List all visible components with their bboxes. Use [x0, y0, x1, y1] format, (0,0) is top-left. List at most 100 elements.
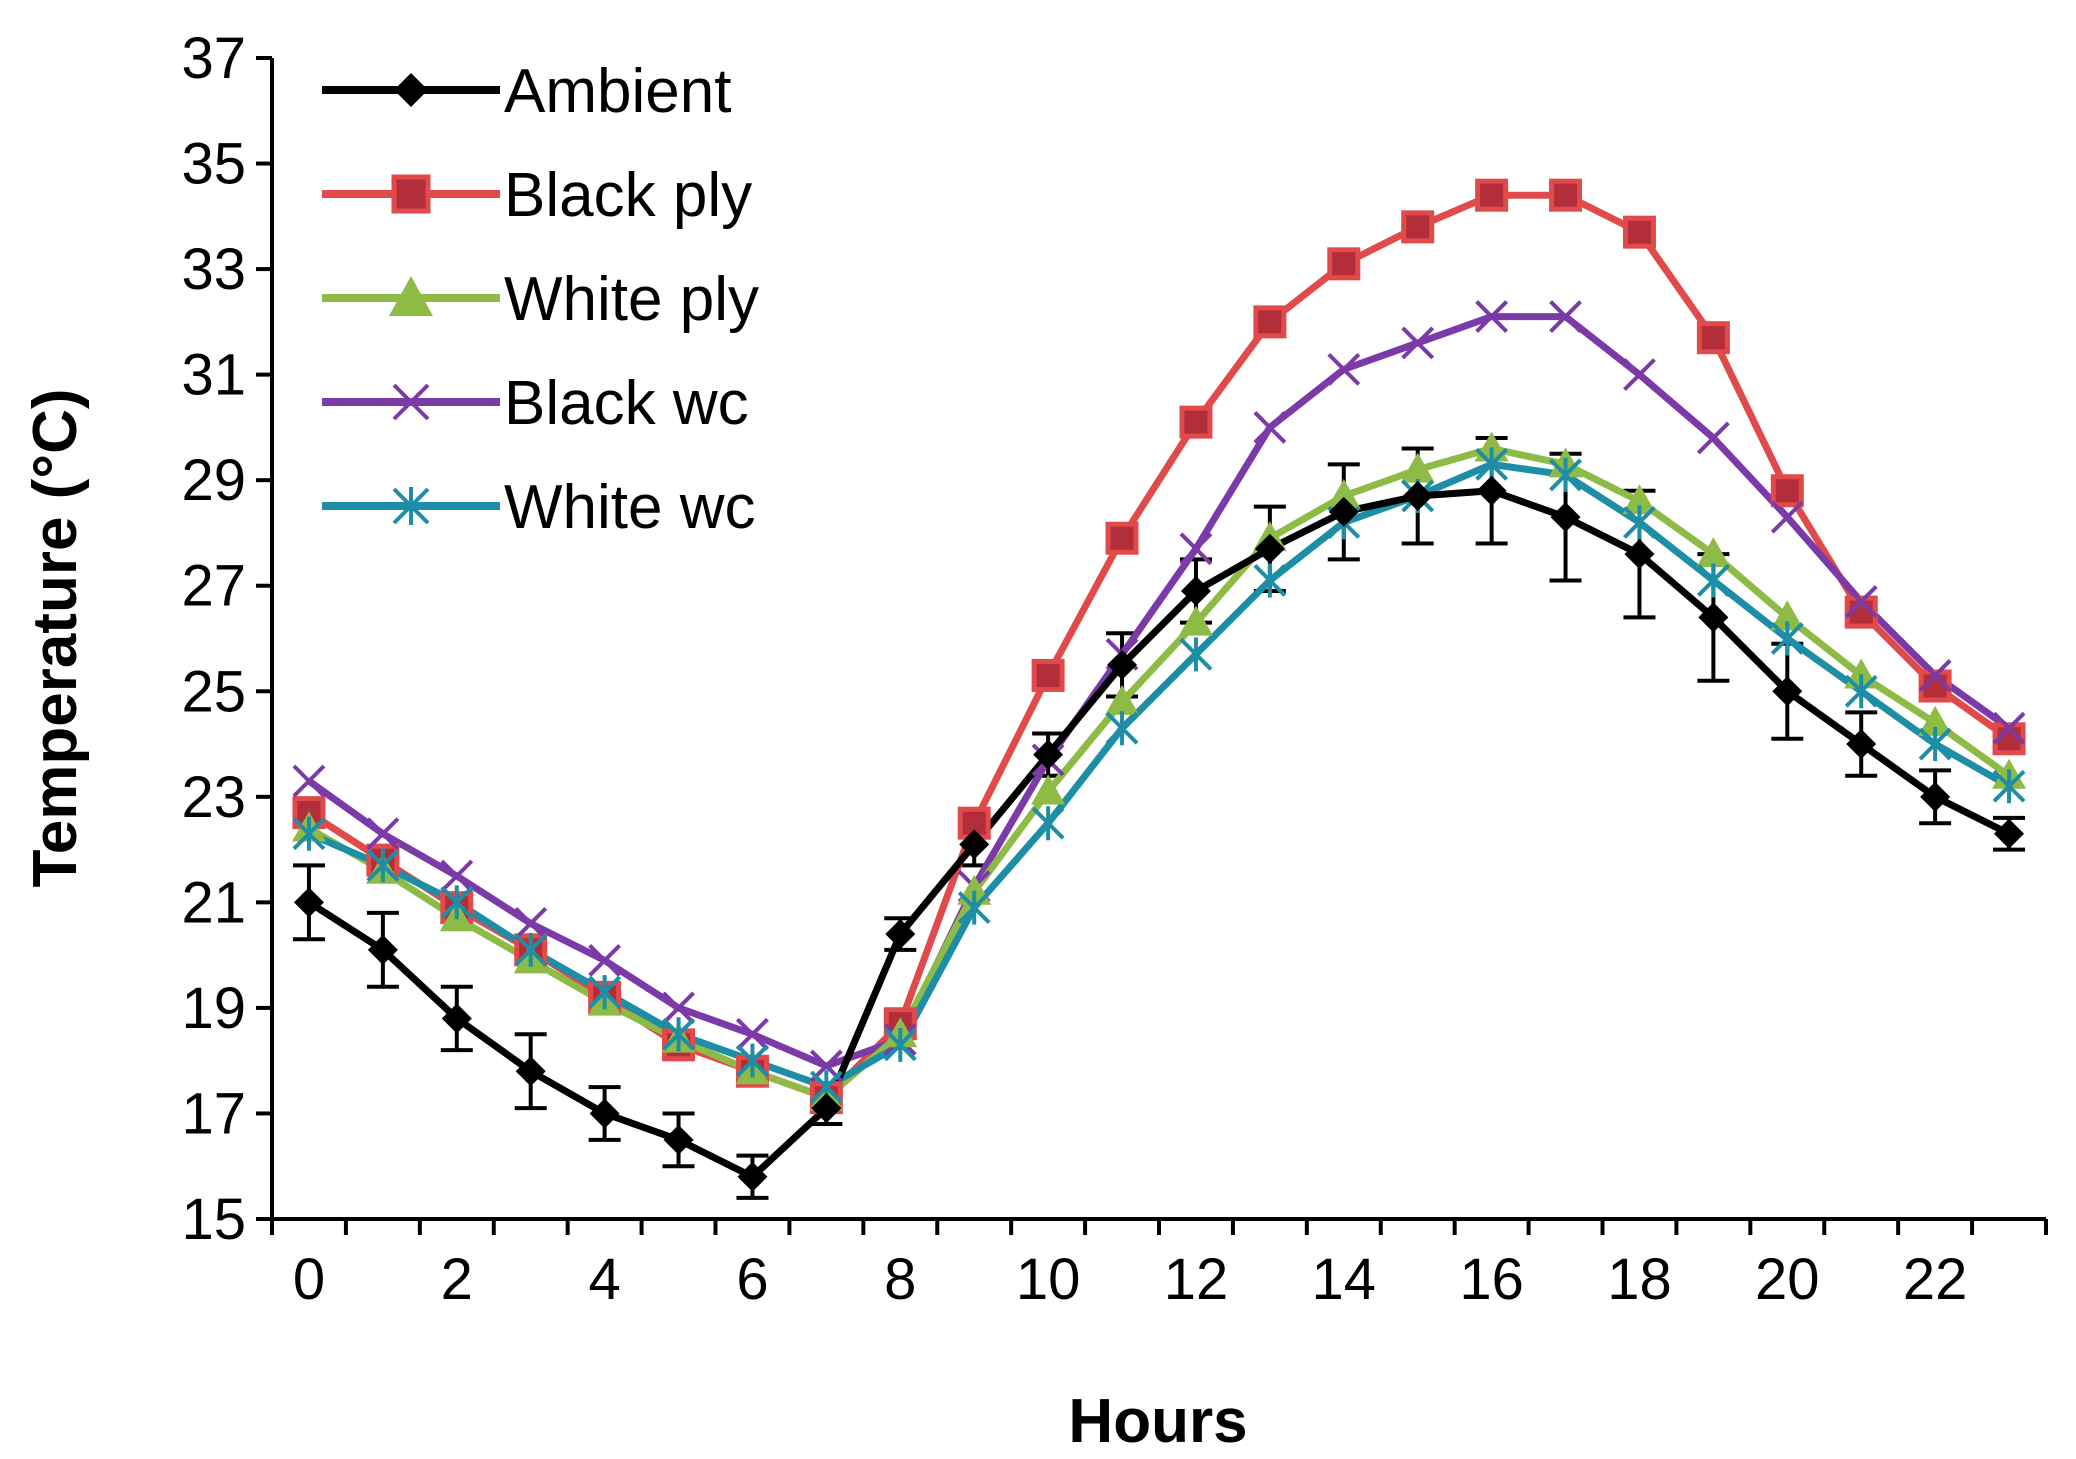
x-tick-label: 2 — [441, 1247, 473, 1312]
x-tick-label: 0 — [293, 1247, 325, 1312]
data-point-3-shape — [1992, 711, 2026, 745]
data-point-4-shape — [1475, 447, 1509, 482]
y-tick-label: 27 — [181, 554, 246, 619]
y-tick-label: 33 — [181, 237, 246, 302]
data-point-4 — [1549, 457, 1582, 492]
data-point-4-shape — [292, 816, 326, 851]
data-point-0 — [1772, 676, 1803, 707]
legend-item: White wc — [322, 473, 755, 542]
data-point-3 — [366, 817, 400, 851]
data-point-2 — [1622, 484, 1657, 515]
legend-marker-shape — [394, 73, 428, 107]
data-point-0 — [663, 1124, 694, 1155]
data-point-1 — [1770, 474, 1804, 508]
data-point-0 — [1846, 729, 1877, 760]
data-point-4 — [957, 890, 991, 925]
data-point-0-shape — [1402, 481, 1433, 512]
series-line-0 — [307, 487, 2011, 1181]
data-point-0-shape — [885, 919, 916, 950]
data-point-4-shape — [1623, 505, 1656, 540]
data-point-4-shape — [1992, 769, 2026, 804]
legend-label: Black wc — [504, 369, 749, 438]
data-point-1-shape — [1253, 305, 1287, 339]
data-point-0 — [811, 1093, 842, 1124]
legend-marker — [394, 73, 428, 107]
data-point-0 — [367, 934, 398, 965]
data-point-3 — [1253, 410, 1287, 444]
data-point-4-shape — [1844, 674, 1878, 709]
data-point-0-shape — [1698, 602, 1729, 633]
data-point-2 — [1696, 537, 1731, 568]
data-point-1 — [1327, 247, 1361, 281]
data-point-2-shape — [1918, 705, 1953, 736]
data-point-4 — [292, 816, 326, 851]
data-point-3 — [1844, 585, 1878, 618]
data-point-0 — [1254, 533, 1285, 564]
data-point-0-shape — [1033, 739, 1064, 770]
data-point-1 — [1105, 521, 1139, 555]
data-point-4-shape — [1770, 621, 1804, 656]
data-point-2 — [1105, 684, 1140, 715]
data-point-3 — [292, 764, 326, 798]
data-point-4-shape — [1253, 563, 1287, 598]
axes — [270, 58, 2046, 1221]
data-point-1 — [1401, 210, 1435, 244]
data-point-1-shape — [1401, 210, 1435, 244]
data-point-4-shape — [957, 890, 991, 925]
data-point-3-shape — [1623, 358, 1656, 392]
data-point-4-shape — [1031, 806, 1065, 841]
data-point-3-shape — [588, 943, 622, 977]
data-point-0-shape — [811, 1093, 842, 1124]
data-point-4-shape — [1179, 637, 1213, 672]
x-tick-label: 8 — [884, 1247, 916, 1312]
x-tick-label: 10 — [1016, 1247, 1081, 1312]
data-point-1 — [1475, 178, 1509, 212]
data-point-4 — [1031, 806, 1065, 841]
legend-label: White wc — [504, 473, 755, 542]
data-point-4-shape — [662, 1017, 695, 1052]
data-point-1 — [1549, 178, 1583, 212]
data-point-1-shape — [1327, 247, 1361, 281]
data-point-0 — [1107, 649, 1138, 680]
x-axis-title: Hours — [1068, 1387, 1247, 1456]
legend-item: Black wc — [322, 369, 749, 438]
legend-label: White ply — [504, 265, 759, 334]
data-point-3 — [662, 991, 695, 1025]
data-point-0-shape — [589, 1098, 620, 1129]
legend-marker-shape — [392, 487, 430, 525]
x-tick-label: 20 — [1755, 1247, 1820, 1312]
data-point-0 — [1328, 496, 1359, 527]
data-point-4-shape — [366, 848, 400, 883]
data-point-3-shape — [662, 991, 695, 1025]
data-point-0 — [737, 1161, 768, 1192]
legend-marker-shape — [389, 276, 433, 316]
data-point-4-shape — [1105, 711, 1139, 746]
data-point-4 — [440, 885, 474, 920]
legend-label: Ambient — [504, 57, 731, 126]
y-tick-label: 19 — [181, 976, 246, 1041]
data-point-0 — [959, 829, 990, 860]
data-point-3-shape — [514, 907, 548, 940]
data-point-3-shape — [1844, 585, 1878, 618]
x-tick-label: 14 — [1312, 1247, 1377, 1312]
data-point-1-shape — [1105, 521, 1139, 555]
data-point-3-shape — [1179, 532, 1213, 566]
data-point-1-shape — [1696, 321, 1730, 355]
data-point-4 — [1105, 711, 1139, 746]
data-point-2-shape — [1400, 452, 1435, 483]
data-point-1-shape — [1179, 405, 1213, 439]
data-point-0 — [589, 1098, 620, 1129]
y-ticks: 15 17 19 21 23 25 27 29 31 33 35 37 — [181, 26, 272, 1252]
data-point-3-shape — [736, 1017, 769, 1051]
y-axis-title: Temperature (°C) — [21, 388, 90, 887]
data-point-3-shape — [292, 764, 326, 798]
x-tick-label: 16 — [1459, 1247, 1524, 1312]
data-point-1 — [1696, 321, 1730, 355]
data-point-0-shape — [1107, 649, 1138, 680]
data-point-4 — [1179, 637, 1213, 672]
legend-marker-shape — [392, 383, 430, 421]
data-point-0 — [1920, 781, 1951, 812]
data-point-0 — [1180, 576, 1211, 607]
data-point-4-shape — [440, 885, 474, 920]
data-point-4 — [883, 1027, 917, 1062]
